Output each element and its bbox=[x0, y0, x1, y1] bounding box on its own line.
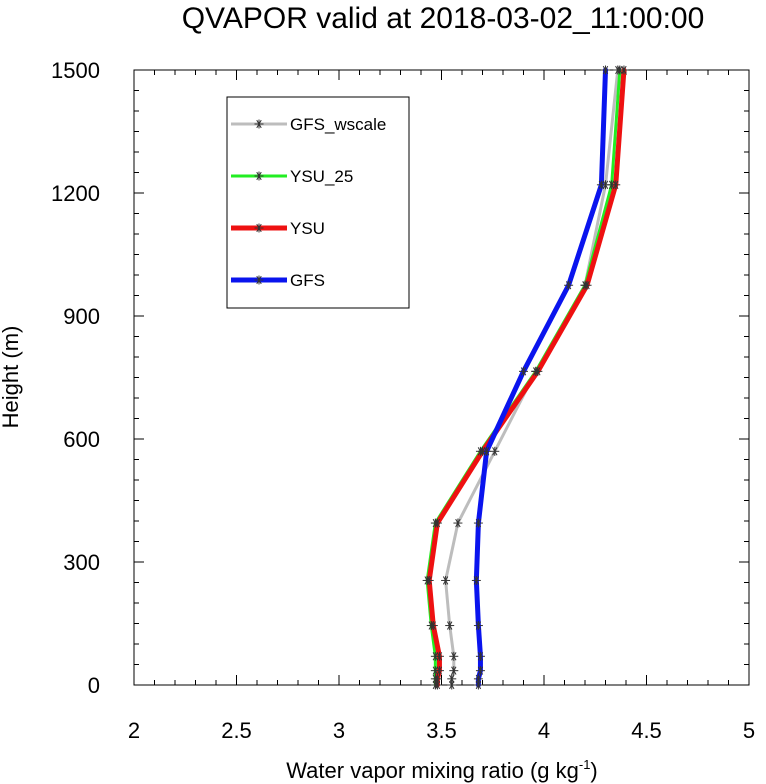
legend-item: YSU bbox=[231, 219, 325, 238]
data-point-ysu bbox=[533, 366, 543, 376]
data-point-ysu bbox=[432, 518, 442, 528]
series-markers bbox=[422, 65, 629, 690]
x-axis-label-text: Water vapor mixing ratio (g kg bbox=[286, 758, 579, 783]
series-line-ysu-25 bbox=[425, 68, 622, 687]
y-tick-labels: 0 300 600 900 1200 1500 bbox=[51, 58, 100, 698]
data-point-ysu bbox=[432, 674, 442, 684]
series-lines bbox=[425, 67, 627, 688]
x-axis-label-end: ) bbox=[590, 758, 597, 783]
x-axis-label-superscript: -1 bbox=[579, 757, 591, 772]
series-line-ysu bbox=[426, 67, 627, 688]
y-tick-label: 1200 bbox=[51, 181, 100, 206]
data-point-gfs-wscale bbox=[445, 621, 455, 631]
data-point-gfs bbox=[596, 180, 606, 190]
y-tick-label: 1500 bbox=[51, 58, 100, 83]
data-point-ysu bbox=[582, 280, 592, 290]
legend-box bbox=[226, 96, 410, 309]
data-point-ysu bbox=[424, 575, 434, 585]
data-point-gfs-wscale bbox=[441, 575, 451, 585]
legend-marker bbox=[254, 223, 264, 233]
x-tick-label: 5 bbox=[743, 718, 755, 743]
y-tick-label: 600 bbox=[63, 427, 100, 452]
x-tick-label: 2 bbox=[128, 718, 140, 743]
data-point-gfs-wscale bbox=[447, 674, 457, 684]
data-point-gfs-wscale bbox=[449, 651, 459, 661]
data-point-gfs bbox=[475, 666, 485, 676]
x-tick-labels: 2 2.5 3 3.5 4 4.5 5 bbox=[128, 718, 755, 743]
legend-items: GFS_wscale YSU_25 YSU GFS bbox=[231, 115, 386, 290]
x-tick-label: 2.5 bbox=[221, 718, 252, 743]
data-point-gfs bbox=[482, 446, 492, 456]
plot-frame bbox=[133, 69, 750, 686]
x-tick-label: 3.5 bbox=[426, 718, 457, 743]
y-tick-label: 0 bbox=[88, 673, 100, 698]
data-point-gfs bbox=[473, 518, 483, 528]
legend-marker bbox=[254, 119, 264, 129]
data-point-gfs bbox=[519, 366, 528, 376]
ticks bbox=[133, 69, 750, 686]
data-point-gfs-wscale bbox=[453, 518, 463, 528]
x-axis-label: Water vapor mixing ratio (g kg-1) bbox=[286, 757, 598, 783]
legend-item: GFS bbox=[231, 271, 325, 290]
x-tick-label: 3 bbox=[333, 718, 345, 743]
data-point-gfs bbox=[475, 651, 485, 661]
x-tick-label: 4.5 bbox=[631, 718, 662, 743]
y-axis-label: Height (m) bbox=[0, 326, 23, 429]
data-point-gfs-wscale bbox=[490, 446, 500, 456]
x-tick-label: 4 bbox=[538, 718, 550, 743]
legend: GFS_wscale YSU_25 YSU GFS bbox=[226, 96, 410, 309]
y-tick-label: 300 bbox=[63, 550, 100, 575]
data-point-gfs bbox=[564, 280, 574, 290]
legend-label: YSU_25 bbox=[290, 167, 353, 186]
data-point-ysu bbox=[434, 651, 444, 661]
data-point-ysu bbox=[611, 180, 621, 190]
data-point-ysu bbox=[434, 666, 444, 676]
data-point-ysu bbox=[619, 65, 629, 75]
y-tick-label: 900 bbox=[63, 304, 100, 329]
data-point-ysu bbox=[428, 621, 438, 631]
data-point-gfs bbox=[473, 674, 483, 684]
legend-marker bbox=[254, 171, 264, 181]
data-point-gfs-wscale bbox=[449, 666, 459, 676]
legend-label: YSU bbox=[290, 219, 325, 238]
data-point-gfs bbox=[471, 575, 481, 585]
legend-marker bbox=[254, 275, 264, 285]
legend-label: GFS_wscale bbox=[290, 115, 386, 134]
legend-item: YSU_25 bbox=[231, 167, 353, 186]
series-line-gfs bbox=[473, 67, 608, 688]
data-point-gfs bbox=[601, 65, 610, 75]
legend-label: GFS bbox=[290, 271, 325, 290]
legend-item: GFS_wscale bbox=[231, 115, 386, 134]
chart-title: QVAPOR valid at 2018-03-02_11:00:00 bbox=[182, 2, 705, 35]
data-point-gfs bbox=[473, 621, 483, 631]
